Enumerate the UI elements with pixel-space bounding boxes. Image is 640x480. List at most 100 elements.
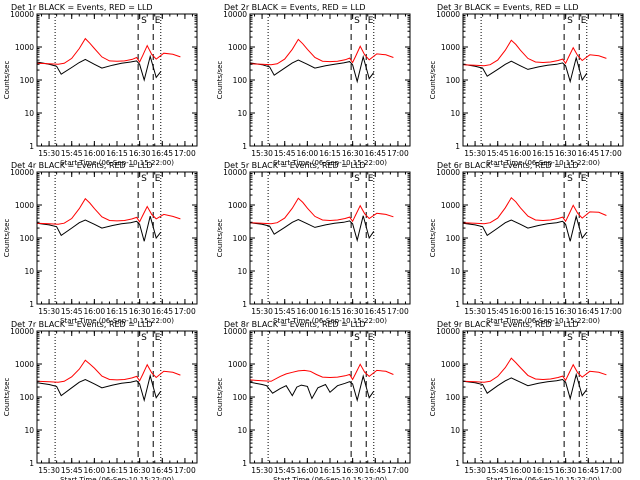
y-tick-label: 100 bbox=[20, 234, 35, 243]
x-tick-label: 17:00 bbox=[387, 466, 409, 475]
y-tick-label: 10 bbox=[237, 109, 247, 118]
start-marker-label: S bbox=[141, 333, 147, 343]
start-marker-label: S bbox=[354, 333, 360, 343]
x-tick-label: 15:30 bbox=[251, 149, 273, 158]
x-tick-label: 16:45 bbox=[364, 307, 386, 316]
y-tick-label: 1 bbox=[455, 300, 460, 309]
x-tick-label: 16:45 bbox=[577, 149, 599, 158]
events-series-line bbox=[249, 54, 375, 84]
x-axis-label: Start Time (06-Sep-10 15:22:00) bbox=[486, 159, 600, 167]
x-tick-label: 17:00 bbox=[174, 307, 196, 316]
end-marker-label: E bbox=[581, 16, 587, 26]
x-tick-label: 15:45 bbox=[274, 307, 296, 316]
lld-series-line bbox=[36, 359, 181, 383]
x-tick-label: 15:45 bbox=[61, 149, 83, 158]
x-tick-label: 16:15 bbox=[532, 307, 554, 316]
x-tick-label: 17:00 bbox=[600, 149, 622, 158]
detector-panel: Det 1r BLACK = Events, RED = LLD S E 1 10 100… bbox=[3, 3, 198, 167]
detector-panel: Det 5r BLACK = Events, RED = LLD S E 1 10 100… bbox=[216, 161, 411, 325]
detector-panel: Det 9r BLACK = Events, RED = LLD S E 1 10 100… bbox=[429, 320, 624, 480]
x-tick-label: 16:00 bbox=[510, 466, 532, 475]
lld-series-line bbox=[249, 363, 394, 382]
x-axis-label: Start Time (06-Sep-10 15:22:00) bbox=[273, 159, 387, 167]
lld-series-line bbox=[462, 357, 607, 383]
x-tick-label: 17:00 bbox=[387, 149, 409, 158]
y-tick-label: 10 bbox=[450, 109, 460, 118]
y-tick-label: 10 bbox=[237, 267, 247, 276]
x-tick-label: 16:00 bbox=[84, 149, 106, 158]
end-marker-label: E bbox=[368, 16, 374, 26]
y-axis-label: Counts/sec bbox=[3, 378, 11, 417]
x-tick-label: 16:00 bbox=[297, 466, 319, 475]
plot-frame bbox=[249, 330, 411, 464]
x-tick-label: 16:15 bbox=[532, 149, 554, 158]
end-marker-label: E bbox=[368, 333, 374, 343]
y-axis-label: Counts/sec bbox=[3, 219, 11, 258]
y-tick-label: 100 bbox=[20, 76, 35, 85]
x-tick-label: 16:15 bbox=[532, 466, 554, 475]
x-tick-label: 16:45 bbox=[577, 466, 599, 475]
detector-panel: Det 6r BLACK = Events, RED = LLD S E 1 10 100… bbox=[429, 161, 624, 325]
x-tick-label: 16:00 bbox=[84, 307, 106, 316]
panel-title: Det 1r BLACK = Events, RED = LLD bbox=[11, 3, 153, 12]
plot-frame bbox=[36, 13, 198, 147]
y-tick-label: 1 bbox=[242, 300, 247, 309]
y-axis-label: Counts/sec bbox=[429, 219, 437, 258]
x-tick-label: 15:45 bbox=[487, 149, 509, 158]
x-tick-label: 16:30 bbox=[555, 149, 577, 158]
x-tick-label: 16:00 bbox=[510, 307, 532, 316]
panel-title: Det 6r BLACK = Events, RED = LLD bbox=[437, 161, 579, 170]
y-axis-label: Counts/sec bbox=[3, 61, 11, 100]
x-tick-label: 15:30 bbox=[464, 149, 486, 158]
panel-title: Det 4r BLACK = Events, RED = LLD bbox=[11, 161, 153, 170]
detector-panel: Det 8r BLACK = Events, RED = LLD S E 1 10 100… bbox=[216, 320, 411, 480]
x-tick-label: 16:00 bbox=[84, 466, 106, 475]
y-tick-label: 100 bbox=[446, 234, 461, 243]
x-tick-label: 16:45 bbox=[151, 307, 173, 316]
plot-frame bbox=[36, 330, 198, 464]
y-tick-label: 1000 bbox=[15, 43, 34, 52]
y-tick-label: 10 bbox=[24, 426, 34, 435]
x-axis-label: Start Time (06-Sep-10 15:22:00) bbox=[486, 476, 600, 480]
x-tick-label: 15:30 bbox=[251, 307, 273, 316]
end-marker-label: E bbox=[155, 174, 161, 184]
y-axis-label: Counts/sec bbox=[216, 378, 224, 417]
y-tick-label: 1 bbox=[455, 142, 460, 151]
y-tick-label: 100 bbox=[233, 393, 248, 402]
events-series-line bbox=[462, 55, 588, 84]
panel-title: Det 3r BLACK = Events, RED = LLD bbox=[437, 3, 579, 12]
x-tick-label: 17:00 bbox=[174, 149, 196, 158]
y-tick-label: 10 bbox=[24, 267, 34, 276]
y-tick-label: 10000 bbox=[436, 168, 460, 177]
x-tick-label: 16:45 bbox=[577, 307, 599, 316]
y-tick-label: 10000 bbox=[223, 327, 247, 336]
x-tick-label: 15:30 bbox=[464, 466, 486, 475]
y-tick-label: 1 bbox=[29, 459, 34, 468]
events-series-line bbox=[249, 374, 375, 403]
y-tick-label: 10000 bbox=[10, 168, 34, 177]
plot-frame bbox=[462, 171, 624, 305]
y-tick-label: 1000 bbox=[228, 43, 247, 52]
y-tick-label: 10000 bbox=[10, 10, 34, 19]
end-marker-label: E bbox=[581, 174, 587, 184]
y-tick-label: 1 bbox=[242, 142, 247, 151]
y-axis-label: Counts/sec bbox=[216, 219, 224, 258]
panel-title: Det 9r BLACK = Events, RED = LLD bbox=[437, 320, 579, 329]
y-tick-label: 10000 bbox=[436, 327, 460, 336]
x-tick-label: 16:00 bbox=[510, 149, 532, 158]
x-tick-label: 15:45 bbox=[274, 149, 296, 158]
y-tick-label: 1 bbox=[29, 300, 34, 309]
x-tick-label: 17:00 bbox=[600, 466, 622, 475]
x-tick-label: 16:30 bbox=[129, 307, 151, 316]
plot-frame bbox=[249, 171, 411, 305]
start-marker-label: S bbox=[567, 333, 573, 343]
events-series-line bbox=[36, 373, 162, 403]
events-series-line bbox=[462, 214, 588, 242]
y-tick-label: 100 bbox=[20, 393, 35, 402]
lld-series-line bbox=[249, 38, 394, 66]
x-tick-label: 16:15 bbox=[319, 149, 341, 158]
start-marker-label: S bbox=[567, 16, 573, 26]
events-series-line bbox=[36, 215, 162, 242]
x-tick-label: 16:15 bbox=[106, 149, 128, 158]
x-tick-label: 16:30 bbox=[342, 307, 364, 316]
